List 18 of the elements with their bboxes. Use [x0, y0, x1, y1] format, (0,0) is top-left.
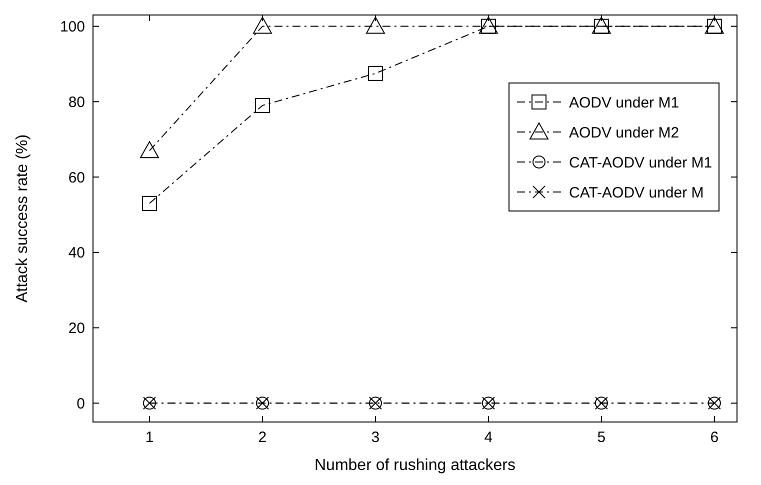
x-tick-label: 5 [597, 429, 606, 446]
y-tick-label: 80 [68, 94, 85, 111]
y-tick-label: 60 [68, 169, 85, 186]
x-tick-label: 1 [145, 429, 154, 446]
y-tick-label: 40 [68, 244, 85, 262]
x-axis-title: Number of rushing attackers [314, 457, 516, 474]
x-tick-label: 6 [710, 429, 719, 446]
y-tick-label: 0 [76, 395, 85, 412]
legend-label: CAT-AODV under M [569, 184, 704, 202]
legend-label: CAT-AODV under M1 [569, 154, 712, 172]
x-tick-label: 2 [258, 429, 267, 446]
x-tick-label: 4 [484, 429, 493, 446]
legend-label: AODV under M2 [569, 124, 680, 142]
y-tick-label: 100 [60, 18, 85, 36]
x-tick-label: 3 [371, 429, 380, 446]
y-axis-title: Attack success rate (%) [14, 134, 31, 303]
legend-label: AODV under M1 [569, 94, 680, 112]
y-tick-label: 20 [68, 320, 85, 338]
